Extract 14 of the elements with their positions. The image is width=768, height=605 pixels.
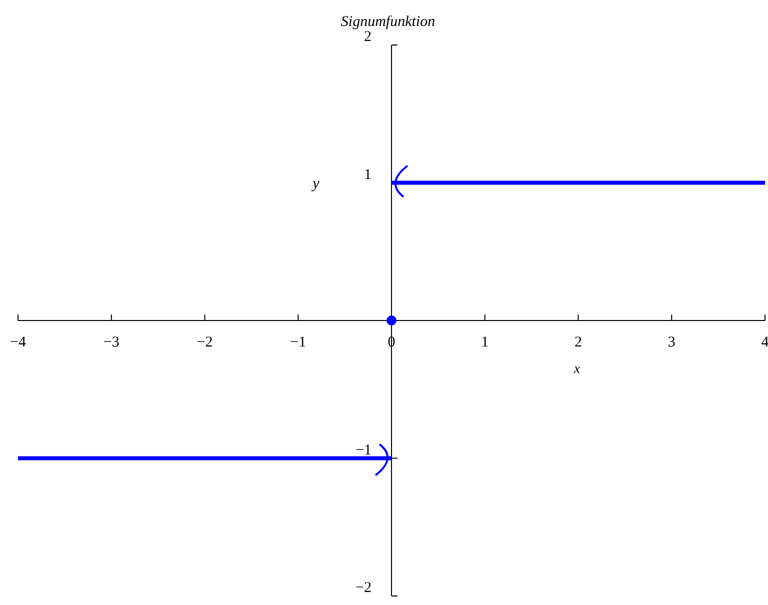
x-axis-title: x [572,362,581,377]
y-tick-label: −2 [356,580,372,596]
y-axis-title: y [310,176,320,192]
y-tick-label: −1 [356,442,372,458]
x-tick-label: −2 [196,334,213,350]
x-tick-label: 3 [668,334,676,350]
chart-title: Signumfunktion [340,14,436,30]
y-tick-label: 2 [364,29,372,45]
x-tick-label: −3 [103,334,120,350]
x-tick-label: 2 [574,334,582,350]
x-tick-label: −1 [290,334,306,350]
x-tick-label: 1 [481,334,489,350]
y-tick-label: 1 [364,166,372,183]
x-tick-label: −4 [10,334,26,350]
